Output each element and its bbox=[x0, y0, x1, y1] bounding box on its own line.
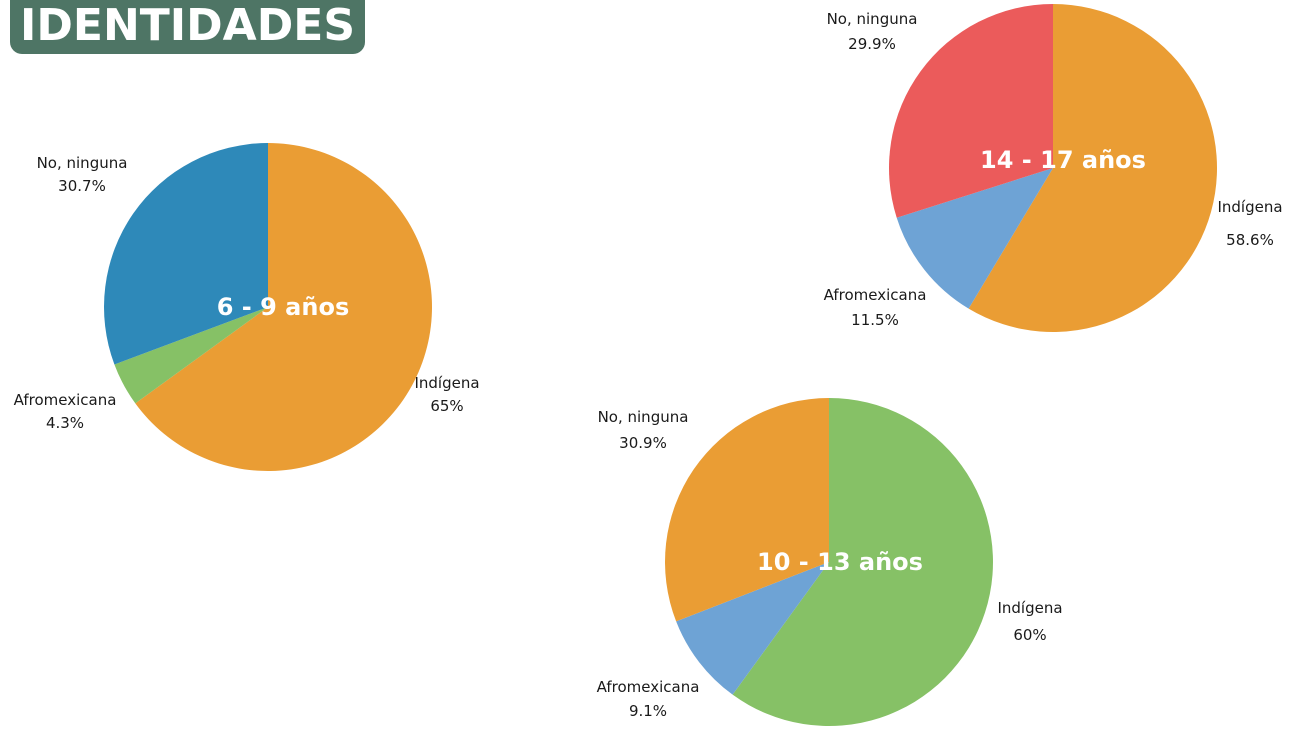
pie-14-17-label-indigena: Indígena bbox=[1217, 198, 1282, 216]
page-title: IDENTIDADES bbox=[20, 0, 356, 51]
pie-14-17-label-afromexicana: Afromexicana bbox=[824, 286, 927, 304]
pie-10-13: Indígena 60% Afromexicana 9.1% No, ninguna 30… bbox=[597, 397, 1063, 726]
pie-14-17-slice-indigena bbox=[968, 3, 1218, 332]
pie-10-13-value-no-ninguna: 30.9% bbox=[619, 434, 667, 452]
pie-6-9-slice-no-ninguna bbox=[104, 143, 268, 365]
pie-10-13-label-indigena: Indígena bbox=[997, 599, 1062, 617]
pie-6-9-value-indigena: 65% bbox=[430, 397, 463, 415]
pie-6-9-slice-afromexicana bbox=[114, 307, 268, 404]
pie-6-9: Indígena 65% Afromexicana 4.3% No, ninguna 30… bbox=[14, 143, 480, 471]
pie-14-17-slice-no-ninguna bbox=[888, 4, 1053, 218]
pie-14-17-label-no-ninguna: No, ninguna bbox=[827, 10, 918, 28]
pie-6-9-label-indigena: Indígena bbox=[414, 374, 479, 392]
pie-6-9-slice-indigena bbox=[135, 143, 432, 471]
pie-10-13-value-afromexicana: 9.1% bbox=[629, 702, 667, 720]
pie-14-17-slice-afromexicana bbox=[896, 168, 1053, 309]
pie-14-17-value-no-ninguna: 29.9% bbox=[848, 35, 896, 53]
pie-10-13-slice-afromexicana bbox=[676, 562, 829, 695]
pie-6-9-value-afromexicana: 4.3% bbox=[46, 414, 84, 432]
pie-10-13-slice-indigena bbox=[732, 398, 993, 726]
title-badge: IDENTIDADES bbox=[10, 0, 366, 54]
pie-14-17-value-afromexicana: 11.5% bbox=[851, 311, 899, 329]
pie-10-13-label-no-ninguna: No, ninguna bbox=[598, 408, 689, 426]
pie-10-13-title: 10 - 13 años bbox=[757, 548, 923, 576]
pie-10-13-label-afromexicana: Afromexicana bbox=[597, 678, 700, 696]
pie-6-9-label-no-ninguna: No, ninguna bbox=[37, 154, 128, 172]
pie-14-17-title: 14 - 17 años bbox=[980, 146, 1146, 174]
pie-6-9-title: 6 - 9 años bbox=[217, 293, 349, 321]
pie-14-17-value-indigena: 58.6% bbox=[1226, 231, 1274, 249]
pie-10-13-value-indigena: 60% bbox=[1013, 626, 1046, 644]
pie-14-17: Indígena 58.6% Afromexicana 11.5% No, ningun… bbox=[824, 3, 1283, 332]
pie-10-13-slice-no-ninguna bbox=[665, 397, 829, 622]
pie-6-9-label-afromexicana: Afromexicana bbox=[14, 391, 117, 409]
pie-6-9-value-no-ninguna: 30.7% bbox=[58, 177, 106, 195]
